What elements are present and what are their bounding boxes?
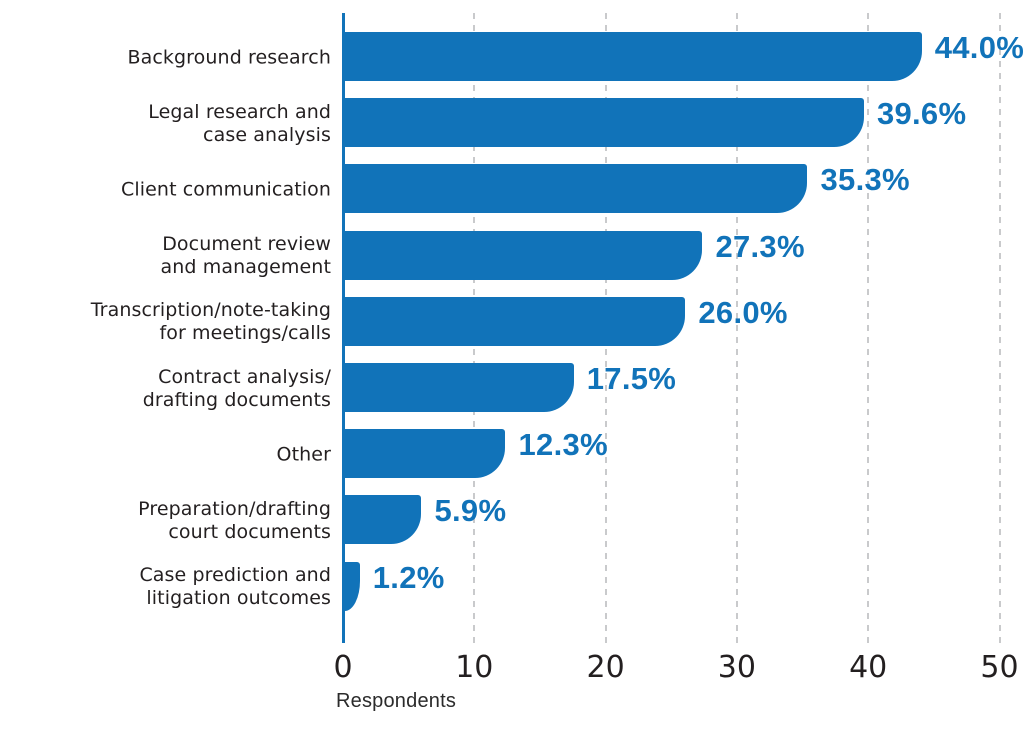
- category-label: Background research: [127, 45, 331, 68]
- bar: [344, 98, 864, 148]
- x-tick-label: 30: [717, 650, 756, 685]
- value-label: 12.3%: [518, 427, 608, 463]
- bar: [344, 429, 506, 479]
- x-tick-label: 10: [455, 650, 494, 685]
- gridline-50: [998, 13, 1001, 643]
- category-label: Document review and management: [160, 232, 331, 279]
- gridline-30: [735, 13, 738, 643]
- bar: [344, 495, 422, 545]
- value-label: 26.0%: [698, 294, 788, 330]
- bar: [344, 363, 574, 412]
- category-label: Preparation/drafting court documents: [138, 497, 331, 543]
- value-label: 44.0%: [934, 30, 1024, 65]
- bar: [344, 296, 686, 346]
- x-tick-label: 20: [586, 650, 625, 685]
- category-label: Client communication: [121, 178, 331, 201]
- category-label: Contract analysis/ drafting documents: [142, 365, 331, 411]
- bar: [344, 230, 703, 280]
- x-axis-label: Respondents: [336, 690, 457, 712]
- value-label: 1.2%: [372, 559, 445, 595]
- y-axis-line: [341, 13, 345, 643]
- value-label: 5.9%: [434, 493, 507, 529]
- bar: [344, 561, 360, 611]
- gridline-40: [867, 13, 870, 643]
- x-tick-label: 50: [980, 650, 1019, 685]
- value-label: 35.3%: [820, 162, 910, 198]
- category-label: Legal research and case analysis: [148, 100, 331, 146]
- category-label: Case prediction and litigation outcomes: [139, 563, 331, 610]
- category-label: Other: [276, 443, 331, 466]
- category-label: Transcription/note-taking for meetings/c…: [90, 299, 331, 345]
- bar: [344, 164, 808, 214]
- value-label: 39.6%: [876, 96, 967, 132]
- bar: [344, 32, 922, 81]
- value-label: 27.3%: [715, 228, 805, 264]
- x-tick-label: 40: [849, 650, 888, 685]
- x-tick-label: 0: [333, 650, 353, 685]
- value-label: 17.5%: [586, 361, 677, 396]
